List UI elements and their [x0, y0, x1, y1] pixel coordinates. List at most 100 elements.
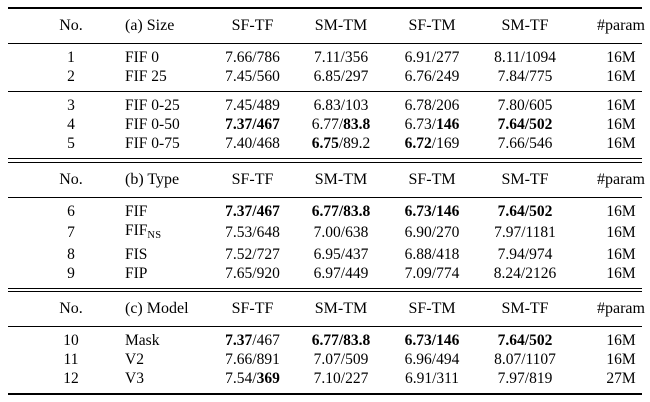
metric-cell: 6.77/83.8	[295, 115, 387, 134]
metric-quality: 7.45	[225, 97, 253, 114]
metric-slash: /	[252, 97, 257, 114]
metric-quality: 6.76	[404, 68, 432, 85]
column-header-sm-tf: SM-TF	[501, 17, 549, 34]
metric-slash: /	[252, 332, 257, 350]
metric-frames: 560	[256, 68, 280, 85]
metric-frames: 648	[256, 224, 280, 242]
column-header--param: #param	[597, 17, 645, 34]
metric-cell: 7.45/560	[210, 67, 295, 86]
metric-frames: 437	[345, 245, 369, 263]
variant-name: FIF 0-75	[125, 135, 180, 152]
metric-slash: /	[252, 351, 257, 369]
metric-frames: 83.8	[343, 202, 371, 220]
metric-frames: 146	[436, 332, 460, 350]
row-number: 3	[67, 97, 75, 114]
metric-quality: 7.09	[404, 264, 432, 282]
metric-cell: 7.37/467	[210, 115, 295, 134]
metric-cell: 7.65/920	[210, 264, 295, 283]
metric-frames: 974	[529, 245, 553, 263]
metric-quality: 6.77	[311, 202, 339, 220]
metric-frames: 103	[345, 97, 369, 114]
metric-slash: /	[524, 97, 530, 114]
metric-slash: /	[338, 332, 344, 350]
column-header-sm-tf: SM-TF	[501, 170, 549, 188]
metric-quality: 8.07	[494, 351, 522, 369]
column-header--param: #param	[597, 300, 645, 318]
variant-name: FIS	[125, 245, 148, 263]
metric-cell: 7.66/786	[210, 48, 295, 67]
metric-slash: /	[338, 202, 344, 220]
metric-slash: /	[338, 135, 344, 152]
metric-quality: 6.91	[404, 49, 432, 66]
metric-frames: 83.8	[343, 332, 371, 350]
metric-quality: 6.73	[404, 332, 432, 350]
metric-frames: 920	[256, 264, 280, 282]
section-separator-rule	[8, 287, 642, 293]
metric-quality: 6.73	[404, 116, 432, 133]
variant-name: FIF 0-50	[125, 116, 180, 133]
column-header--b-type: (b) Type	[125, 170, 180, 188]
metric-slash: /	[524, 370, 530, 388]
variant-name: V3	[125, 370, 144, 388]
metric-slash: /	[338, 116, 344, 133]
metric-quality: 7.54	[225, 370, 253, 388]
metric-quality: 7.65	[225, 264, 253, 282]
table-row: 5 FIF 0-75 7.40/468 6.75/89.2 6.72/169 7.66/5…	[8, 134, 650, 153]
row-group: 6 FIF 7.37/467 6.77/83.8 6.73/146 7.64/502 16M…	[8, 202, 650, 283]
header-row: No. (a) Size SF-TF SM-TM SF-TM SM-TF #param	[8, 9, 650, 43]
metric-frames: 1094	[524, 49, 556, 66]
metric-frames: 502	[529, 332, 553, 350]
metric-quality: 7.37	[225, 202, 253, 220]
metric-slash: /	[252, 370, 257, 388]
metric-cell: 7.66/546	[477, 134, 573, 153]
metric-quality: 6.75	[311, 135, 339, 152]
header-row: No. (b) Type SF-TF SM-TM SF-TM SM-TF #param	[8, 163, 650, 197]
metric-cell: 6.75/89.2	[295, 134, 387, 153]
table-row: 6 FIF 7.37/467 6.77/83.8 6.73/146 7.64/502 16M	[8, 202, 650, 221]
metric-frames: 727	[256, 245, 280, 263]
param-count: 16M	[606, 332, 636, 350]
metric-slash: /	[252, 202, 257, 220]
metric-cell: 7.53/648	[210, 221, 295, 245]
metric-frames: 509	[345, 351, 369, 369]
metric-frames: 356	[344, 49, 369, 66]
metric-quality: 6.78	[404, 97, 432, 114]
metric-slash: /	[340, 68, 346, 85]
table-row: 2 FIF 25 7.45/560 6.85/297 6.76/249 7.84/775 1…	[8, 67, 650, 86]
metric-cell: 7.45/489	[210, 96, 295, 115]
metric-cell: 7.52/727	[210, 245, 295, 264]
column-header-sf-tf: SF-TF	[231, 170, 274, 188]
metric-cell: 6.77/83.8	[295, 331, 387, 350]
column-header-sf-tf: SF-TF	[231, 17, 274, 34]
metric-frames: 249	[436, 68, 460, 85]
metric-frames: 169	[436, 135, 460, 152]
metric-frames: 277	[436, 49, 460, 66]
metric-cell: 6.95/437	[295, 245, 387, 264]
table-row: 12 V3 7.54/369 7.10/227 6.91/311 7.97/819 27M	[8, 369, 650, 388]
metric-quality: 7.37	[225, 116, 253, 133]
table-row: 11 V2 7.66/891 7.07/509 6.96/494 8.07/1107 16M	[8, 350, 650, 369]
param-count: 16M	[606, 264, 636, 282]
metric-slash: /	[521, 351, 526, 369]
metric-slash: /	[431, 49, 437, 66]
metric-frames: 775	[529, 68, 553, 85]
metric-cell: 8.07/1107	[477, 350, 573, 369]
metric-cell: 7.80/605	[477, 96, 573, 115]
row-number: 12	[63, 370, 79, 388]
metric-cell: 6.83/103	[295, 96, 387, 115]
variant-name: FIF	[125, 202, 148, 220]
section-header-table-a: No. (a) Size SF-TF SM-TM SF-TM SM-TF #param	[8, 9, 650, 43]
column-header-sf-tm: SF-TM	[408, 300, 456, 318]
metric-quality: 7.53	[225, 224, 253, 242]
row-group: 1 FIF 0 7.66/786 7.11/356 6.91/277 8.11/1094 1…	[8, 48, 650, 86]
metric-slash: /	[431, 332, 437, 350]
variant-name-subscript: NS	[147, 229, 162, 241]
metric-quality: 7.64	[497, 116, 525, 133]
variant-name: FIF 0	[125, 49, 160, 66]
metric-slash: /	[520, 264, 526, 282]
metric-slash: /	[524, 332, 530, 350]
table-row: 4 FIF 0-50 7.37/467 6.77/83.8 6.73/146 7.64/5…	[8, 115, 650, 134]
metric-slash: /	[431, 264, 437, 282]
metric-slash: /	[252, 264, 257, 282]
